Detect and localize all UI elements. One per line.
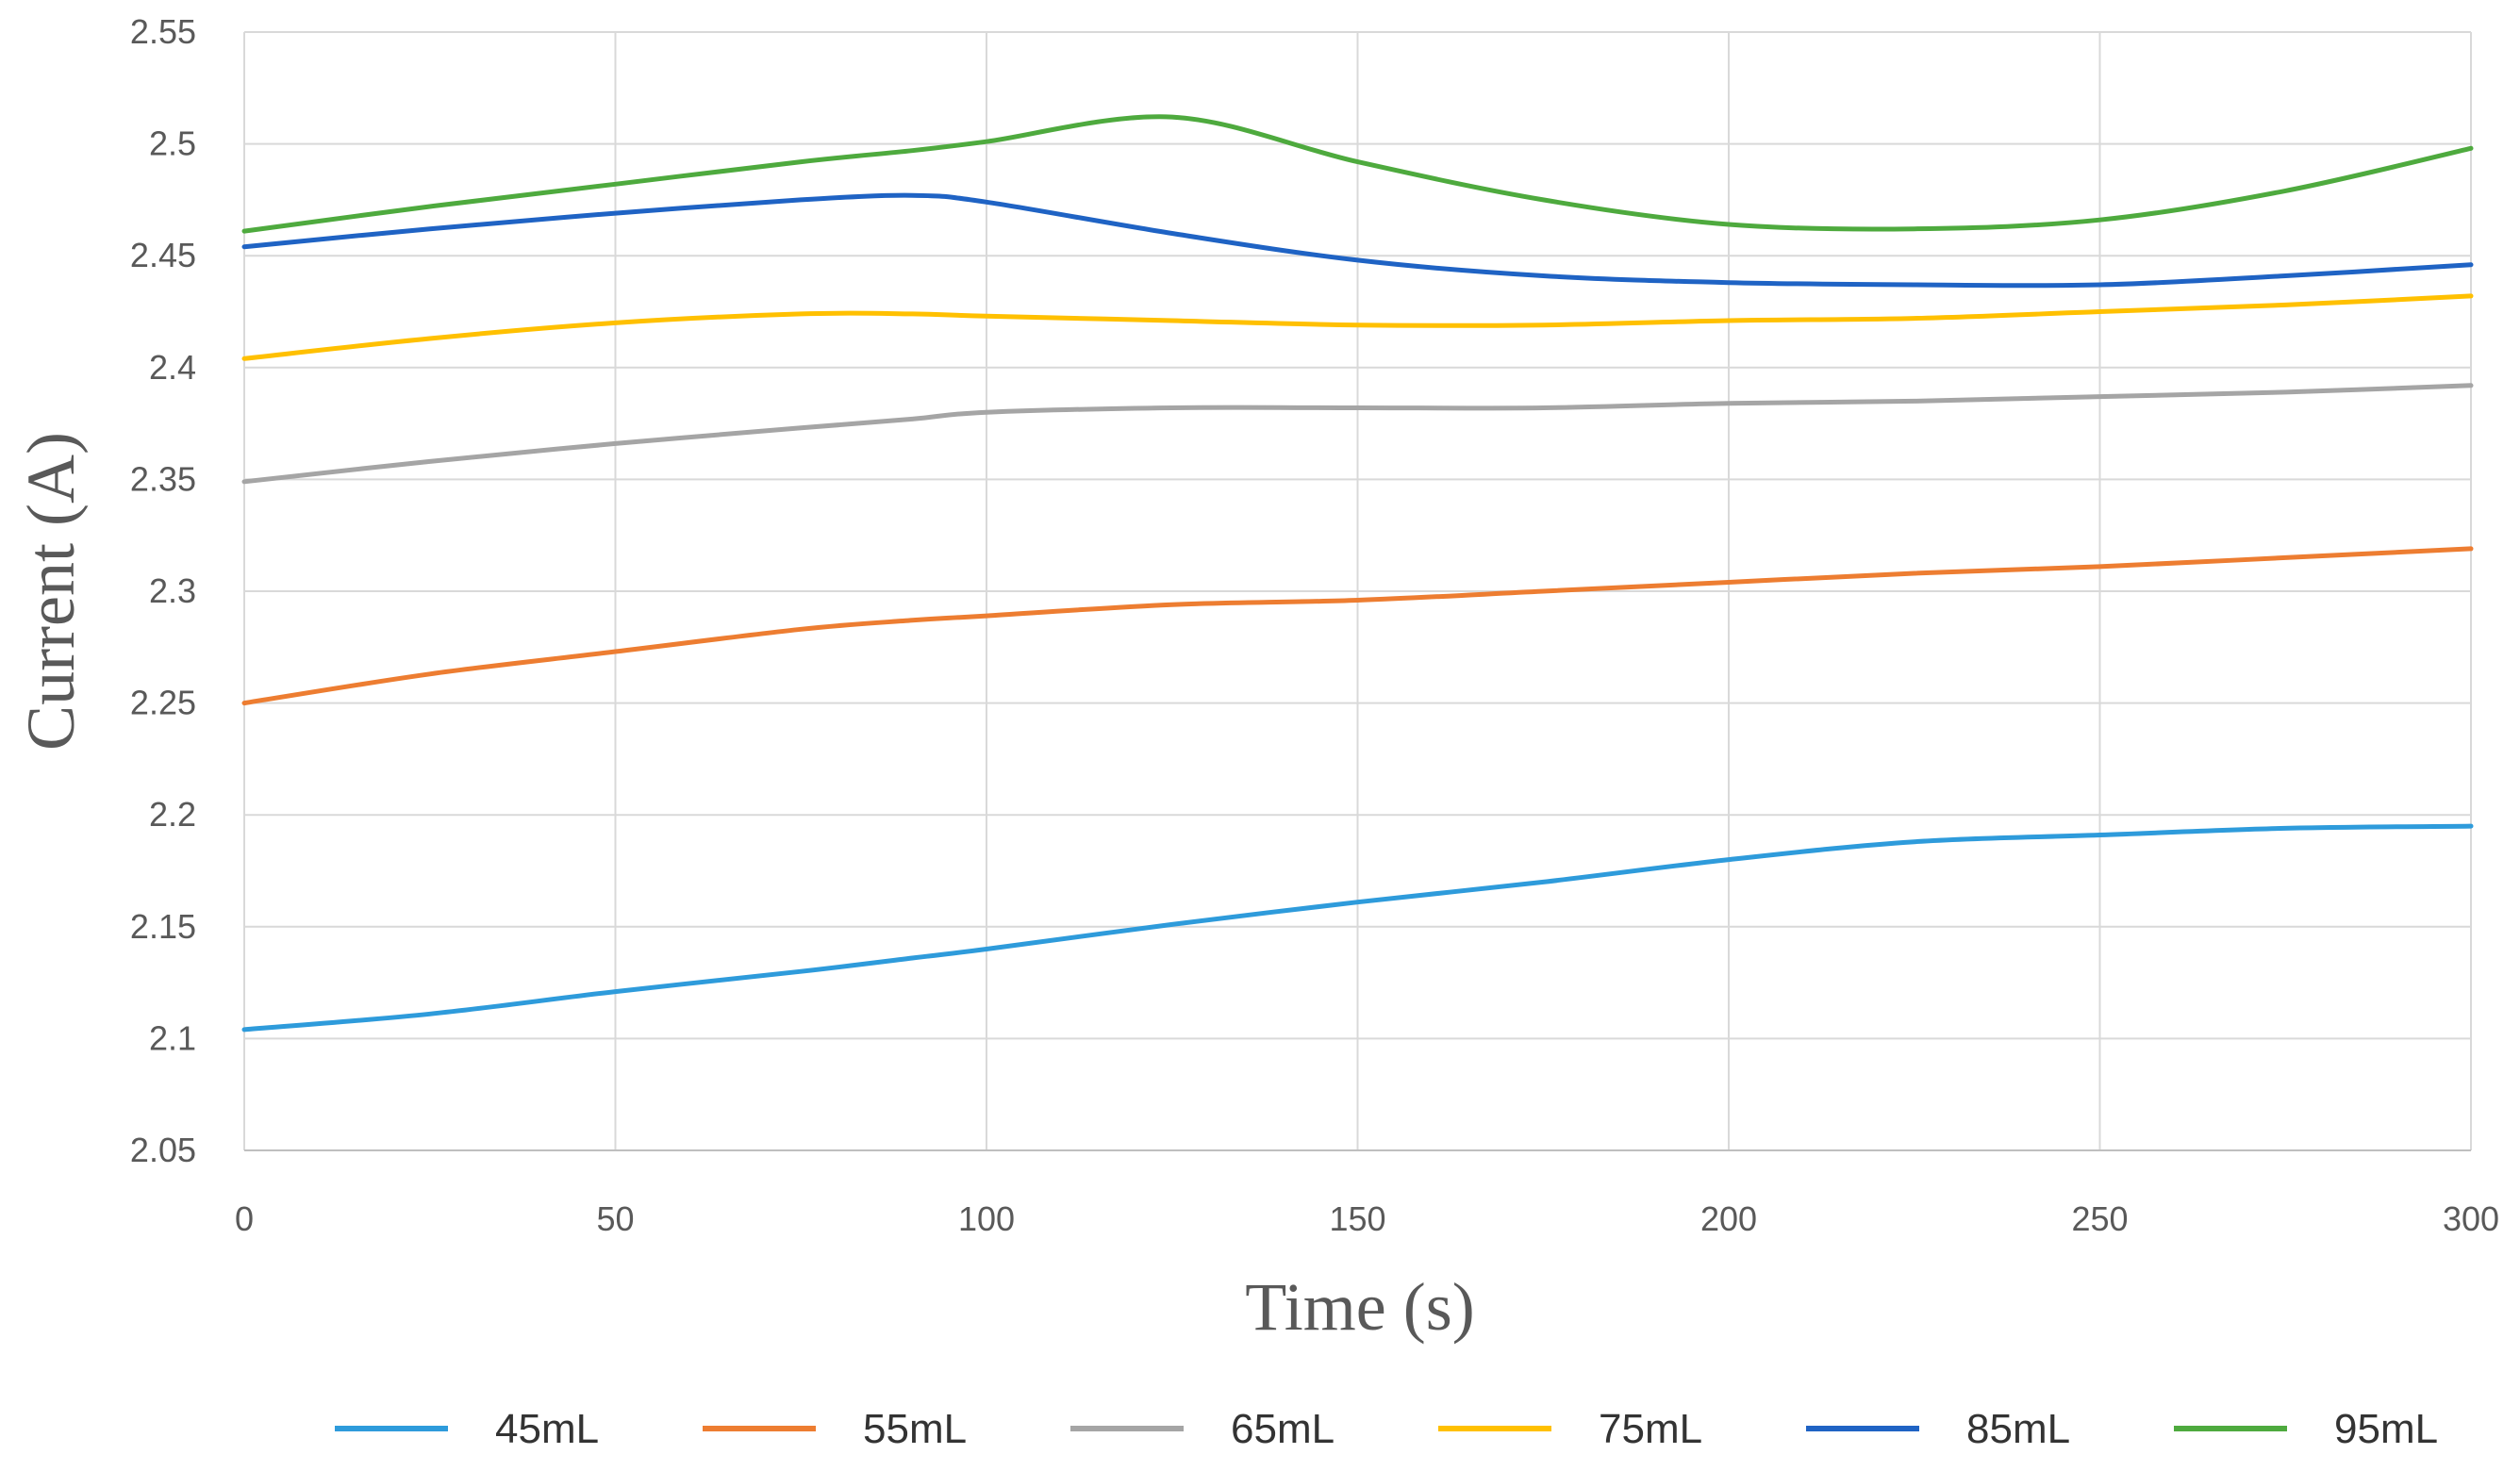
- y-tick-label: 2.05: [130, 1131, 196, 1169]
- x-tick-label: 200: [1700, 1199, 1757, 1238]
- x-tick-label: 300: [2443, 1199, 2499, 1238]
- series-line-45mL: [241, 823, 2474, 1033]
- y-tick-label: 2.15: [130, 907, 196, 946]
- y-axis-title: Current (A): [13, 432, 89, 751]
- legend-label-75mL: 75mL: [1599, 1406, 1702, 1452]
- series-line-85mL: [241, 192, 2474, 289]
- legend-label-65mL: 65mL: [1231, 1406, 1335, 1452]
- x-axis-tick-labels: 0 50 100 150 200 250 300: [235, 1199, 2499, 1238]
- x-tick-label: 250: [2071, 1199, 2128, 1238]
- y-tick-label: 2.5: [149, 124, 196, 163]
- series-line-55mL: [241, 546, 2474, 706]
- y-axis-tick-labels: 2.05 2.1 2.15 2.2 2.25 2.3 2.35 2.4 2.45 2.5 2.55: [130, 12, 196, 1169]
- legend-label-45mL: 45mL: [495, 1406, 599, 1452]
- y-tick-label: 2.25: [130, 684, 196, 722]
- y-tick-label: 2.35: [130, 459, 196, 498]
- y-tick-label: 2.3: [149, 571, 196, 610]
- x-tick-label: 100: [958, 1199, 1015, 1238]
- gridlines: [243, 31, 2472, 1151]
- series-line-95mL: [241, 114, 2474, 234]
- x-tick-label: 50: [596, 1199, 634, 1238]
- y-tick-label: 2.1: [149, 1018, 196, 1057]
- legend-label-85mL: 85mL: [1966, 1406, 2070, 1452]
- y-tick-label: 2.4: [149, 348, 196, 387]
- x-tick-label: 150: [1329, 1199, 1385, 1238]
- series-line-65mL: [241, 383, 2474, 485]
- legend-label-55mL: 55mL: [863, 1406, 967, 1452]
- legend: 45mL 55mL 65mL 75mL 85mL 95mL: [335, 1406, 2438, 1452]
- series-lines: [241, 114, 2474, 1033]
- x-tick-label: 0: [235, 1199, 254, 1238]
- y-tick-label: 2.2: [149, 795, 196, 834]
- legend-label-95mL: 95mL: [2334, 1406, 2438, 1452]
- y-tick-label: 2.45: [130, 236, 196, 274]
- x-axis-title: Time (s): [1245, 1269, 1474, 1345]
- y-tick-label: 2.55: [130, 12, 196, 51]
- series-line-75mL: [241, 293, 2474, 361]
